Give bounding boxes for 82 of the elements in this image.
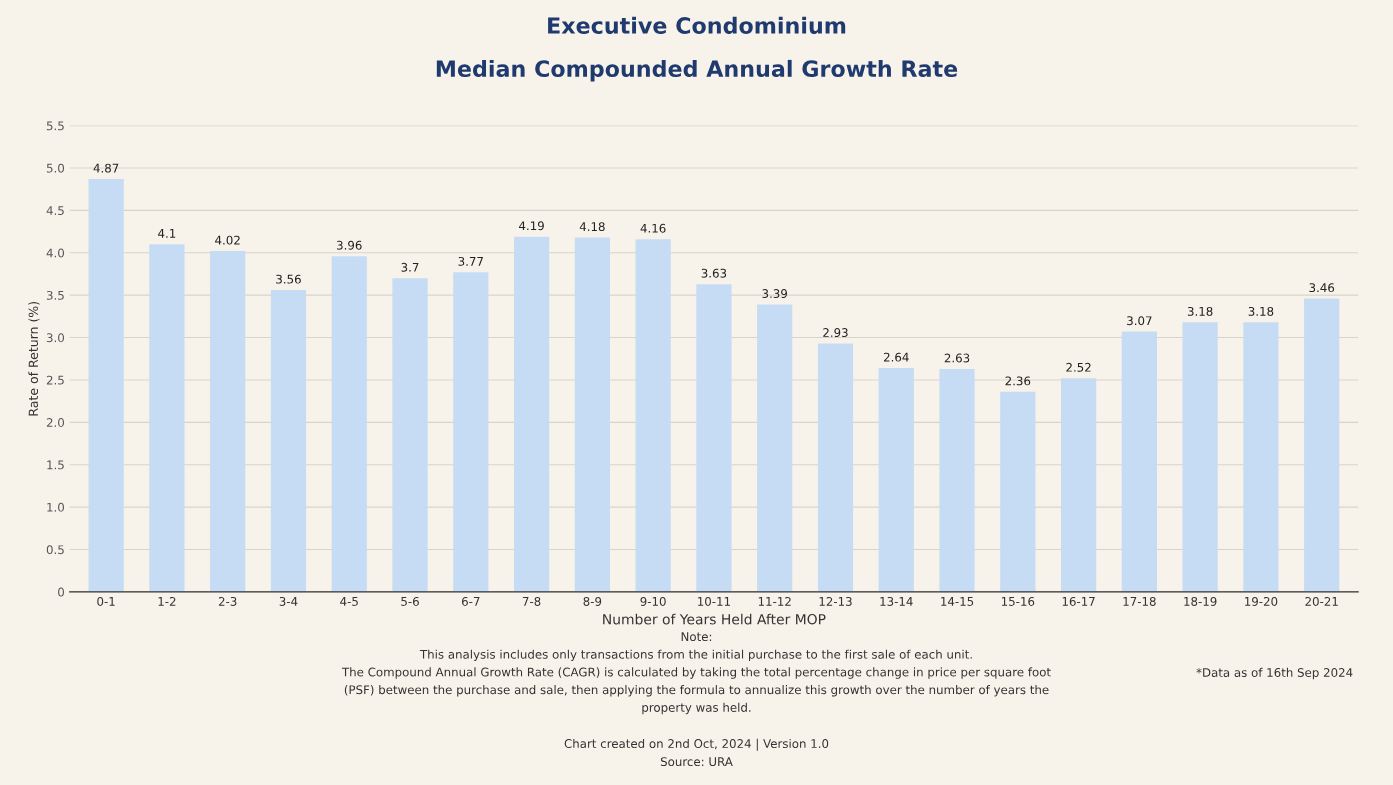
x-tick-label: 1-2 [158,596,176,606]
bar [1243,322,1279,592]
x-tick-label: 7-8 [522,596,541,606]
x-tick-label: 4-5 [340,597,358,606]
x-tick-label: 3-4 [279,596,298,606]
text: Chart created on 2nd Oct, 2024 | Version 1.0 Source: URA [564,738,829,767]
chart-subtitle: Median Compounded Annual Growth Rate [436,59,958,82]
x-tick-label: 10-11 [698,596,730,606]
bar [635,239,671,592]
y-tick-label: 1.0 [47,502,65,512]
y-axis-title: Rate of Return (%) [28,301,40,416]
x-tick-label: 2-3 [218,596,237,606]
text: *Data as of 16th Sep 2024 [1196,667,1353,680]
x-tick-label: 14-15 [941,597,974,606]
bar [210,251,246,592]
y-tick-label: 1.5 [47,460,64,470]
data-label: 3.07 [1127,316,1152,326]
data-label: 4.1 [158,229,176,238]
x-tick-label: 13-14 [880,596,913,606]
data-label: 3.56 [276,274,301,284]
data-label: 2.63 [944,353,970,363]
y-tick-label: 3.0 [46,333,65,343]
x-tick-label: 18-19 [1184,596,1217,606]
x-tick-label: 9-10 [640,596,666,606]
data-label: 3.18 [1187,306,1213,316]
data-label: 2.93 [823,328,848,338]
data-label: 2.52 [1066,362,1091,372]
data-label: 3.77 [458,256,483,266]
x-tick-label: 17-18 [1123,596,1156,606]
bar [817,343,854,592]
bar [696,284,732,592]
bar [392,278,428,592]
bar [1304,298,1340,592]
x-tick-label: 12-13 [819,596,852,606]
y-tick-label: 5.5 [46,121,64,131]
y-tick-label: 0.5 [46,545,64,555]
bar [1000,391,1036,592]
bar [88,179,124,592]
bar [270,290,307,592]
text: Note: This analysis includes only transactions from the initial purchase to the first sale of each unit. The Compound Annual Growth Rate (CAGR) is calculated by taking the total percentage change in price per square foot (PSF) between the purchase and sale, then applying the formula to annualize this growth over the number of years the property was held. [341,632,1051,715]
bar [757,304,793,592]
x-tick-label: 19-20 [1245,596,1278,606]
data-label: 3.39 [762,289,788,299]
x-tick-label: 5-6 [401,596,419,606]
x-tick-label: 11-12 [758,596,791,606]
y-tick-label: 0 [58,587,64,597]
x-axis-title: Number of Years Held After MOP [603,613,826,625]
data-label: 4.02 [215,235,240,245]
bar [331,256,367,592]
bar [453,272,489,592]
bar [939,368,975,592]
chart-title: Executive Condominium [548,16,846,34]
data-label: 4.18 [579,222,605,232]
data-label: 2.36 [1005,376,1031,386]
y-tick-label: 2.5 [46,375,64,385]
data-label: 3.7 [401,262,419,272]
x-tick-label: 8-9 [583,596,602,606]
bar [1182,322,1218,592]
x-tick-label: 15-16 [1001,596,1035,606]
data-label: 3.46 [1309,283,1335,293]
y-tick-label: 3.5 [46,290,64,300]
data-label: 4.87 [93,163,119,173]
bar [149,244,185,592]
x-tick-label: 6-7 [461,596,480,606]
x-tick-label: 16-17 [1062,596,1095,606]
y-tick-label: 4.5 [46,206,64,216]
bar [574,237,610,592]
data-label: 4.16 [640,223,666,233]
y-tick-label: 4.0 [46,248,65,258]
x-tick-label: 0-1 [97,596,115,606]
data-label: 2.64 [883,352,909,362]
data-label: 3.96 [336,240,362,250]
data-label: 4.19 [519,221,544,231]
bar [1121,331,1157,592]
bar [513,236,550,592]
data-label: 3.18 [1248,306,1274,316]
y-tick-label: 2.0 [46,418,65,427]
bar [1060,378,1097,592]
data-label: 3.63 [701,268,727,278]
y-tick-label: 5.0 [46,163,65,173]
x-tick-label: 20-21 [1305,596,1338,606]
bar [878,368,914,592]
